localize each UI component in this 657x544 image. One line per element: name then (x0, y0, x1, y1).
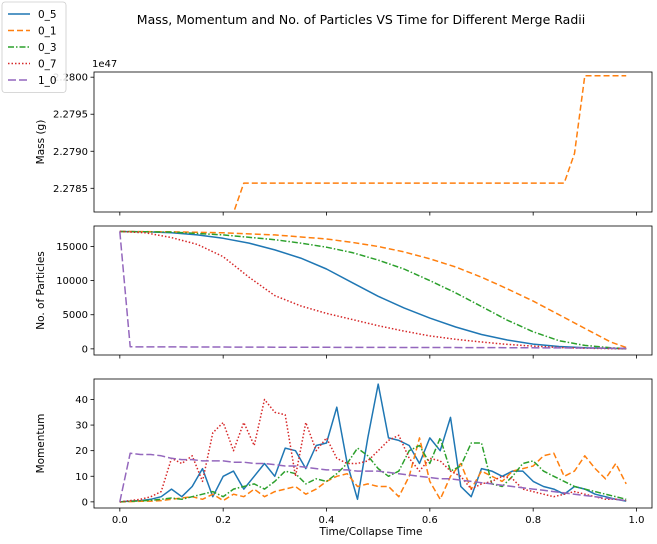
axes-frame (93, 71, 653, 213)
y-axis-label: Momentum (35, 414, 47, 474)
y-tick-label: 10000 (56, 276, 88, 287)
series-group (119, 230, 627, 350)
legend-label: 0_5 (38, 9, 57, 21)
offset-text: 1e47 (92, 59, 117, 70)
series-group (119, 74, 627, 212)
figure-title: Mass, Momentum and No. of Particles VS T… (137, 12, 585, 27)
x-tick-label: 0.0 (112, 515, 128, 526)
legend-item-1_0: 1_0 (8, 75, 57, 87)
y-tick-label: 20 (75, 446, 88, 457)
subplot-1: 2.2785 2.2790 2.2795 2.2800 Mass (g) 1e47 (35, 59, 653, 216)
series-line-0_3 (119, 437, 627, 503)
x-axis-label: Time/Collapse Time (319, 526, 423, 538)
subplot-2: 0 5000 10000 15000 No. of Particles (35, 225, 653, 359)
series-line-0_5 (119, 383, 627, 503)
subplot-3: 0.0 0.2 0.4 0.6 0.8 1.0 0 10 20 30 40 Momentum (35, 378, 653, 526)
axes-frame (93, 378, 653, 509)
y-tick-label: 15000 (56, 242, 88, 253)
legend: 0_5 0_1 0_3 0_7 1_0 (1, 1, 67, 93)
legend-label: 0_7 (38, 58, 57, 70)
y-tick-label: 2.2795 (53, 110, 88, 121)
legend-item-0_7: 0_7 (8, 58, 57, 70)
legend-label: 0_1 (38, 25, 57, 37)
x-tick-label: 1.0 (629, 515, 645, 526)
series-line-0_1 (119, 74, 627, 212)
axes-frame (93, 225, 653, 356)
subplots: 2.2785 2.2790 2.2795 2.2800 Mass (g) 1e47 0 500… (35, 59, 653, 526)
x-tick-label: 0.2 (215, 515, 231, 526)
x-tick-label: 0.6 (422, 515, 438, 526)
y-axis-label: Mass (g) (35, 120, 47, 165)
y-tick-label: 2.2785 (53, 184, 88, 195)
y-tick-label: 2.2800 (53, 73, 88, 84)
y-axis-label: No. of Particles (35, 251, 47, 330)
x-tick-label: 0.8 (525, 515, 541, 526)
series-group (119, 383, 627, 503)
series-line-0_1 (119, 230, 627, 349)
series-line-0_5 (119, 230, 627, 350)
legend-item-0_5: 0_5 (8, 9, 57, 21)
legend-box (1, 1, 67, 93)
x-tick-label: 0.4 (319, 515, 335, 526)
legend-item-0_3: 0_3 (8, 42, 57, 54)
legend-label: 0_3 (38, 42, 57, 54)
series-line-0_1 (119, 437, 627, 503)
y-tick-label: 0 (82, 344, 88, 355)
legend-label: 1_0 (38, 75, 57, 87)
y-tick-label: 30 (75, 421, 88, 432)
y-tick-label: 2.2790 (53, 147, 88, 158)
y-tick-label: 40 (75, 395, 88, 406)
y-tick-label: 5000 (63, 310, 88, 321)
series-line-1_0 (119, 452, 627, 503)
series-line-1_0 (119, 231, 627, 350)
legend-item-0_1: 0_1 (8, 25, 57, 37)
y-tick-label: 0 (82, 497, 88, 508)
series-line-0_3 (119, 230, 627, 350)
y-tick-label: 10 (75, 472, 88, 483)
series-line-0_7 (119, 230, 627, 350)
